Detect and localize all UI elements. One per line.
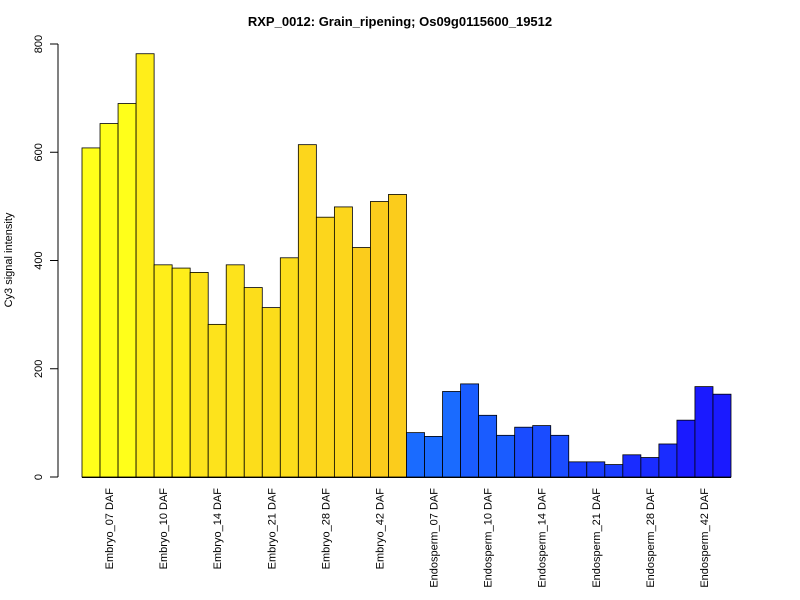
bar xyxy=(297,144,317,478)
x-tick-label: Embryo_42 DAF xyxy=(374,488,386,570)
x-tick-label: Endosperm_14 DAF xyxy=(537,488,549,588)
bar xyxy=(333,206,353,478)
bar xyxy=(640,457,660,478)
bar xyxy=(81,147,101,478)
y-tick-label: 600 xyxy=(33,143,45,161)
bar xyxy=(496,434,516,478)
bar xyxy=(514,426,534,478)
bar xyxy=(171,267,191,478)
x-tick-label: Embryo_10 DAF xyxy=(158,488,170,570)
bar xyxy=(478,414,498,478)
bar xyxy=(207,323,227,478)
chart-title: RXP_0012: Grain_ripening; Os09g0115600_1… xyxy=(248,14,552,29)
bar xyxy=(658,443,678,478)
x-tick-label: Embryo_21 DAF xyxy=(266,488,278,570)
y-tick-label: 400 xyxy=(33,251,45,269)
bar xyxy=(135,53,155,478)
bar xyxy=(117,103,137,478)
bar xyxy=(586,461,606,478)
bars xyxy=(81,53,732,478)
x-tick-label: Endosperm_28 DAF xyxy=(645,488,657,588)
x-tick-label: Endosperm_42 DAF xyxy=(699,488,711,588)
bar xyxy=(261,307,281,478)
bar xyxy=(279,257,299,478)
y-tick-label: 800 xyxy=(33,35,45,53)
bar xyxy=(370,201,389,478)
y-tick-label: 200 xyxy=(33,360,45,378)
bar xyxy=(532,425,552,478)
bar xyxy=(243,287,263,478)
y-axis: 0 200 400 600 800 xyxy=(33,35,59,480)
bar xyxy=(424,436,443,478)
bar xyxy=(442,391,461,478)
x-axis-labels: Embryo_07 DAF Embryo_10 DAF Embryo_14 DAF E… xyxy=(104,488,711,588)
bar xyxy=(99,123,119,478)
bar xyxy=(189,272,209,478)
bar xyxy=(568,461,588,478)
x-tick-label: Endosperm_10 DAF xyxy=(483,488,495,588)
x-tick-label: Embryo_07 DAF xyxy=(104,488,116,570)
bar xyxy=(694,386,714,478)
bar xyxy=(622,454,642,478)
x-tick-label: Endosperm_07 DAF xyxy=(429,488,441,588)
bar xyxy=(550,434,570,478)
bar xyxy=(153,264,173,478)
bar xyxy=(604,464,624,478)
bar xyxy=(406,432,425,478)
bar xyxy=(352,247,371,478)
bar xyxy=(712,393,732,478)
bar xyxy=(388,194,407,478)
bar xyxy=(225,264,245,478)
y-tick-label: 0 xyxy=(33,474,45,480)
bar xyxy=(315,216,335,478)
bar xyxy=(460,383,480,478)
bar xyxy=(676,419,696,478)
x-tick-label: Embryo_28 DAF xyxy=(320,488,332,570)
y-axis-title: Cy3 signal intensity xyxy=(3,212,15,307)
x-tick-label: Endosperm_21 DAF xyxy=(591,488,603,588)
x-tick-label: Embryo_14 DAF xyxy=(212,488,224,570)
